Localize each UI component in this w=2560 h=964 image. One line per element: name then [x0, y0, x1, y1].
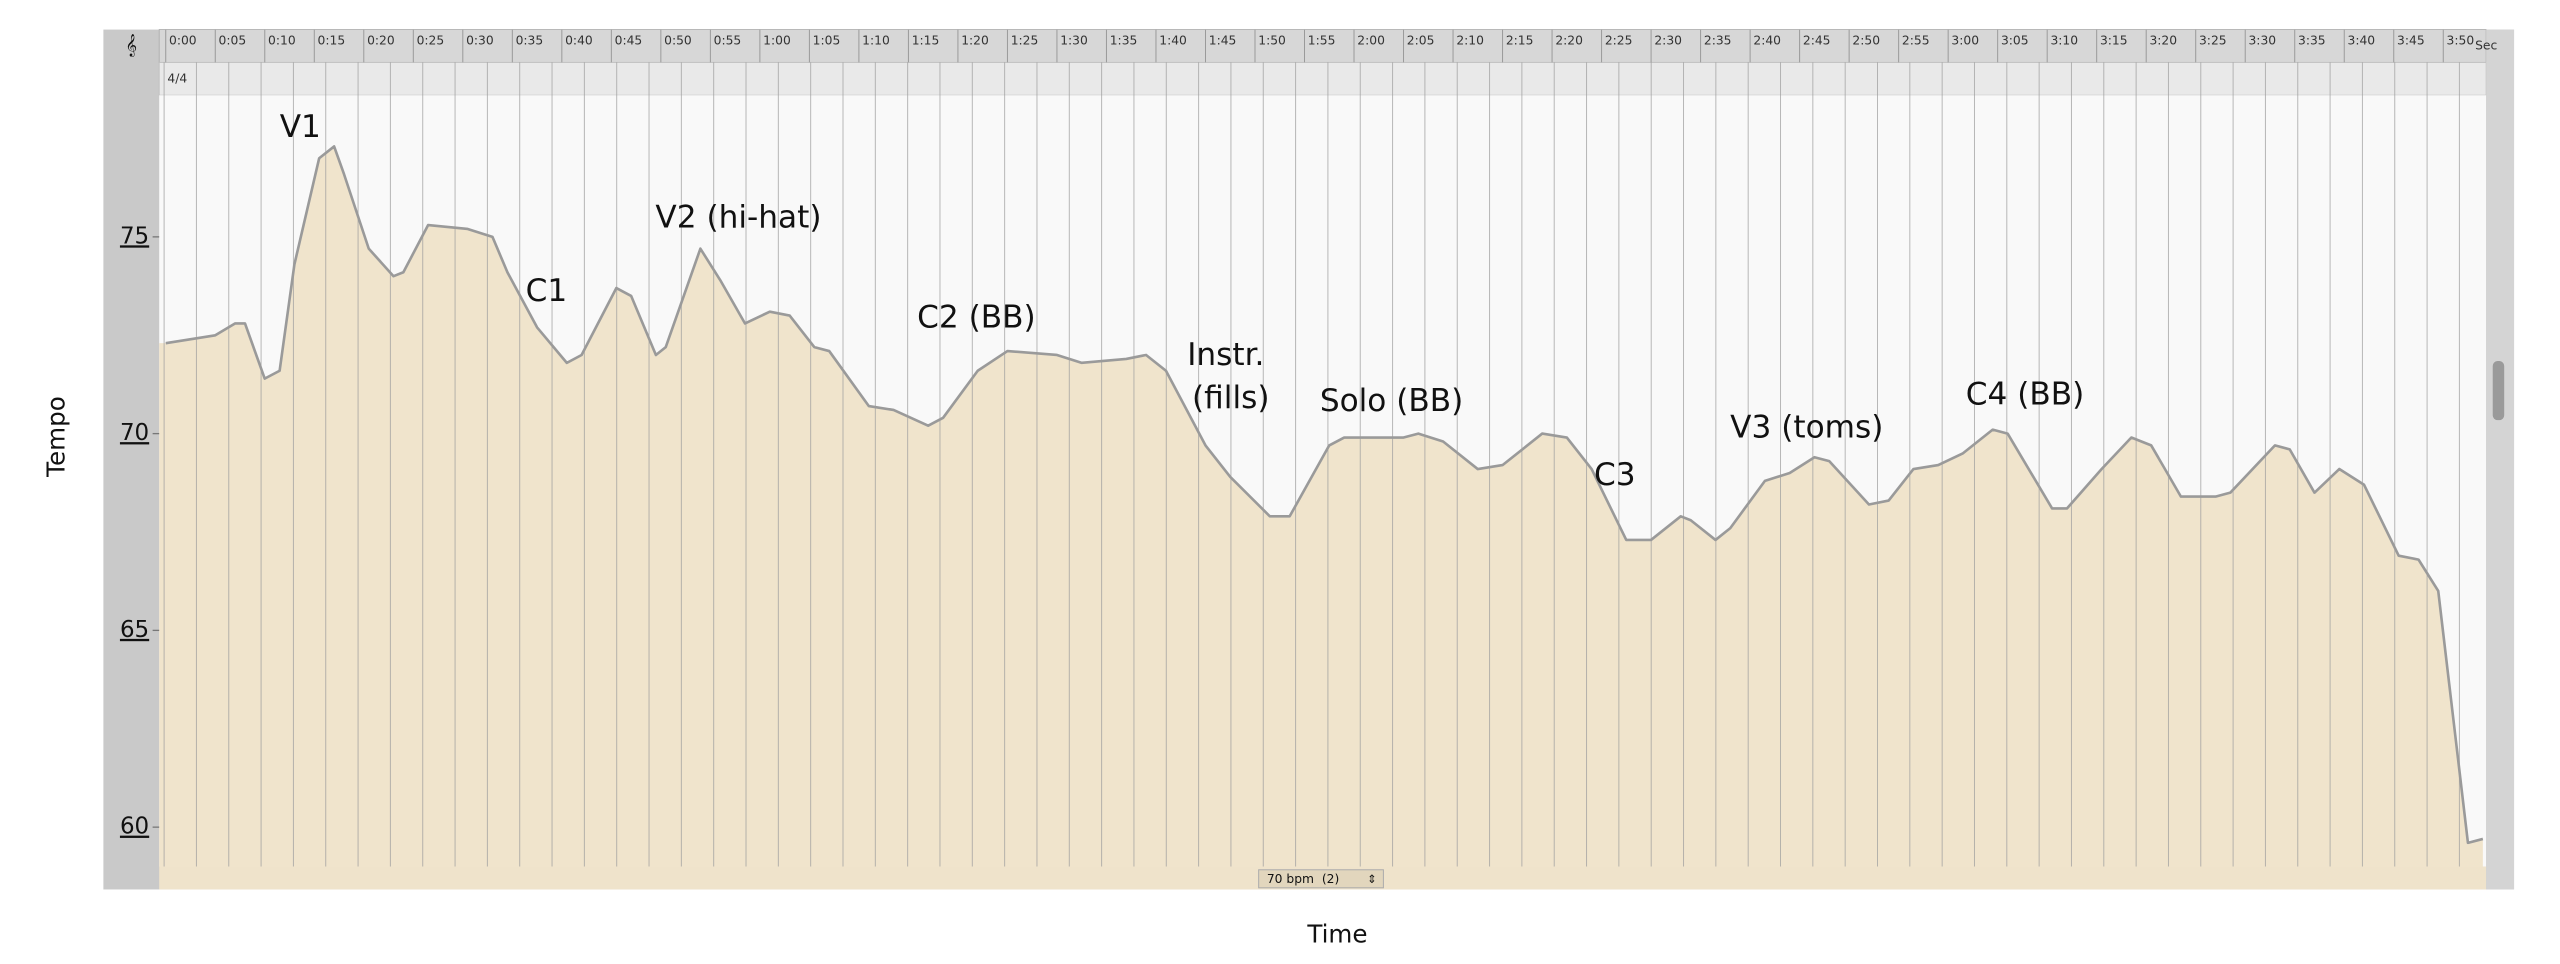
x-tick-label: 1:45	[1209, 34, 1237, 48]
annotation: Solo (BB)	[1320, 383, 1464, 419]
x-tick-label: 1:00	[763, 34, 791, 48]
time-signature: 4/4	[167, 71, 187, 85]
annotation: Instr.	[1187, 337, 1264, 373]
x-tick-label: 0:10	[268, 34, 296, 48]
x-tick-label: 0:50	[664, 34, 692, 48]
x-tick-label: 1:05	[813, 34, 841, 48]
y-tick-label: 75	[120, 223, 149, 249]
x-tick-label: 0:25	[417, 34, 445, 48]
x-tick-label: 1:20	[961, 34, 989, 48]
x-tick-label: 3:35	[2298, 34, 2326, 48]
x-tick-label: 2:05	[1407, 34, 1435, 48]
y-tick-label: 70	[120, 420, 149, 446]
y-tick-label: 65	[120, 617, 149, 643]
annotation: (fills)	[1192, 380, 1269, 416]
x-tick-label: 1:25	[1011, 34, 1039, 48]
x-tick-label: 2:20	[1555, 34, 1583, 48]
x-tick-label: 0:30	[466, 34, 494, 48]
x-tick-label: 1:55	[1308, 34, 1336, 48]
x-tick-label: 0:00	[169, 34, 197, 48]
annotation: C4 (BB)	[1966, 377, 2085, 413]
tempo-line	[165, 145, 2484, 845]
x-tick-label: 1:50	[1258, 34, 1286, 48]
y-axis-label: Tempo	[41, 396, 70, 478]
ruler-unit[interactable]: Sec	[2475, 38, 2497, 52]
annotation: V3 (toms)	[1730, 409, 1883, 445]
x-tick-label: 3:05	[2001, 34, 2029, 48]
x-tick-label: 3:30	[2248, 34, 2276, 48]
x-tick-label: 1:10	[862, 34, 890, 48]
scrollbar[interactable]	[2486, 29, 2515, 890]
scroll-thumb[interactable]	[2492, 361, 2505, 421]
x-tick-label: 1:40	[1159, 34, 1187, 48]
x-tick-label: 3:10	[2050, 34, 2078, 48]
x-axis-label: Time	[1306, 919, 1367, 948]
x-tick-label: 0:05	[219, 34, 247, 48]
annotation: V2 (hi-hat)	[655, 199, 821, 235]
clef-icon[interactable]: 𝄞	[125, 33, 137, 57]
x-tick-label: 3:40	[2348, 34, 2376, 48]
x-tick-label: 0:40	[565, 34, 593, 48]
x-tick-label: 2:35	[1704, 34, 1732, 48]
x-tick-label: 1:35	[1110, 34, 1138, 48]
x-tick-label: 2:25	[1605, 34, 1633, 48]
x-tick-label: 2:50	[1852, 34, 1880, 48]
annotation: C2 (BB)	[917, 299, 1036, 335]
x-tick-label: 2:45	[1803, 34, 1831, 48]
x-tick-label: 2:10	[1456, 34, 1484, 48]
x-tick-label: 2:30	[1654, 34, 1682, 48]
x-tick-label: 0:20	[367, 34, 395, 48]
annotation: C3	[1594, 457, 1636, 493]
x-tick-label: 2:55	[1902, 34, 1930, 48]
x-tick-label: 0:55	[714, 34, 742, 48]
time-ruler	[158, 29, 2487, 63]
tempo-dropdown[interactable]	[1258, 869, 1384, 889]
tempo-area	[159, 146, 2483, 867]
x-tick-label: 2:00	[1357, 34, 1385, 48]
x-tick-label: 2:40	[1753, 34, 1781, 48]
x-tick-label: 3:25	[2199, 34, 2227, 48]
dropdown-arrow[interactable]: ⇕	[1367, 872, 1377, 886]
x-tick-label: 3:45	[2397, 34, 2425, 48]
tempo-control[interactable]: 70 bpm (2)	[1267, 872, 1339, 886]
x-tick-label: 0:35	[516, 34, 544, 48]
annotation: V1	[280, 109, 321, 145]
x-tick-label: 3:15	[2100, 34, 2128, 48]
x-tick-label: 0:15	[318, 34, 346, 48]
x-tick-label: 3:20	[2149, 34, 2177, 48]
y-tick-label: 60	[120, 814, 149, 840]
meter-row	[158, 61, 2487, 96]
x-tick-label: 3:00	[1951, 34, 1979, 48]
x-tick-label: 0:45	[615, 34, 643, 48]
x-tick-label: 3:50	[2447, 34, 2475, 48]
x-tick-label: 1:30	[1060, 34, 1088, 48]
x-tick-label: 1:15	[912, 34, 940, 48]
annotation: C1	[526, 273, 568, 309]
x-tick-label: 2:15	[1506, 34, 1534, 48]
